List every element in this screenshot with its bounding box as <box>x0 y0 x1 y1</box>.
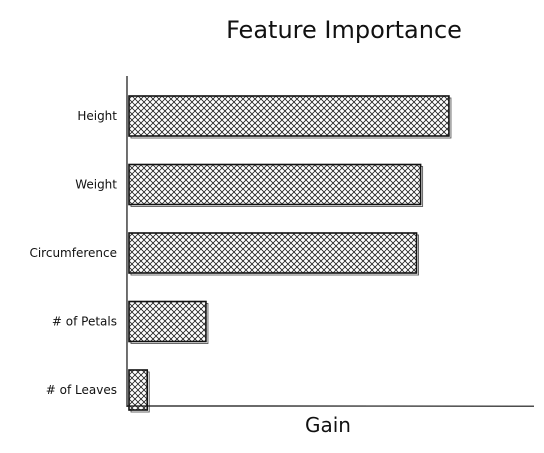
x-axis-label: Gain <box>305 413 351 437</box>
y-tick-labels: Height Weight Circumference # of Petals # of… <box>29 109 117 397</box>
bars-layer <box>128 95 452 413</box>
y-tick-label-circumference: Circumference <box>29 246 117 260</box>
y-tick-label-of-leaves: # of Leaves <box>46 383 117 397</box>
axes <box>126 75 535 408</box>
bar-weight <box>128 163 422 206</box>
y-tick-label-of-petals: # of Petals <box>52 315 117 329</box>
bar-height <box>128 95 450 137</box>
bar-circumference <box>128 232 418 274</box>
bar-of-leaves <box>128 369 149 411</box>
y-tick-label-height: Height <box>77 109 117 123</box>
y-tick-label-weight: Weight <box>75 178 117 192</box>
chart-title: Feature Importance <box>226 16 462 44</box>
bar-of-petals <box>128 300 207 343</box>
